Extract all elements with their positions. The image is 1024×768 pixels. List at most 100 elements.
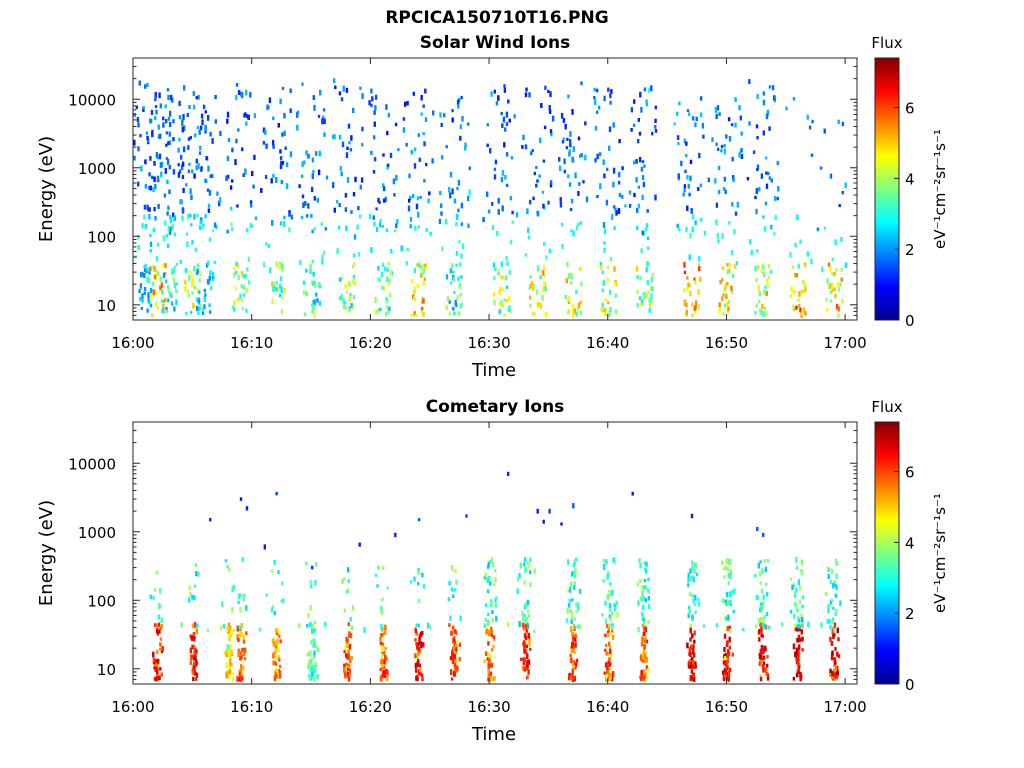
flux-cell [500, 261, 503, 267]
flux-cell [298, 623, 301, 628]
flux-cell [507, 99, 510, 104]
flux-cell [189, 647, 192, 654]
flux-cell [614, 293, 617, 298]
flux-cell [197, 163, 200, 169]
flux-cell [567, 273, 571, 279]
flux-cell [677, 176, 681, 181]
flux-cell [833, 580, 837, 585]
flux-cell [789, 577, 793, 581]
flux-cell [247, 256, 251, 262]
flux-cell [633, 99, 636, 104]
flux-cell [697, 263, 701, 269]
flux-cell [370, 88, 373, 94]
flux-cell [345, 662, 348, 666]
flux-cell [356, 224, 359, 230]
flux-cell [168, 230, 172, 235]
flux-cell [647, 577, 650, 582]
flux-cell [506, 261, 509, 266]
flux-cell [615, 309, 618, 315]
flux-cell [388, 306, 391, 311]
flux-cell [417, 225, 420, 229]
flux-cell [280, 285, 283, 289]
flux-cell [724, 565, 727, 570]
flux-cell [358, 542, 361, 547]
flux-cell [716, 232, 719, 239]
flux-cell [764, 156, 768, 160]
flux-cell [495, 596, 498, 600]
flux-cell [181, 121, 184, 127]
flux-cell [819, 166, 823, 170]
flux-cell [724, 189, 727, 195]
flux-cell [722, 312, 725, 316]
flux-cell [615, 209, 618, 216]
flux-cell [829, 668, 832, 673]
flux-cell [352, 192, 356, 197]
flux-cell [640, 248, 643, 254]
flux-cell [233, 266, 236, 271]
flux-cell [609, 646, 612, 652]
flux-cell [692, 664, 695, 670]
flux-cell [508, 118, 511, 123]
flux-cell [160, 282, 164, 289]
flux-cell [454, 569, 457, 573]
flux-cell [544, 287, 547, 292]
flux-cell [689, 637, 692, 642]
flux-cell [484, 651, 488, 656]
colorbar-tick-label: 2 [905, 605, 915, 623]
flux-cell [727, 671, 731, 677]
flux-cell [697, 187, 700, 191]
flux-cell [763, 226, 767, 232]
flux-cell [452, 629, 455, 634]
flux-cell [272, 116, 275, 120]
colorbar-tick-label: 4 [905, 534, 915, 552]
flux-cell [613, 226, 616, 231]
flux-cell [644, 568, 648, 574]
flux-cell [156, 675, 159, 682]
flux-cell [422, 132, 425, 136]
flux-cell [225, 671, 228, 675]
flux-cell [702, 624, 706, 628]
flux-cell [717, 190, 721, 195]
flux-cell [645, 293, 649, 299]
flux-cell [387, 163, 390, 167]
flux-cell [791, 584, 794, 591]
flux-cell [347, 123, 351, 129]
flux-cell [640, 596, 643, 602]
flux-cell [374, 310, 378, 315]
flux-cell [830, 641, 833, 646]
flux-cell [571, 615, 574, 620]
flux-cell [697, 598, 700, 601]
flux-cell [148, 172, 151, 177]
flux-cell [731, 156, 734, 162]
flux-cell [688, 284, 691, 288]
flux-cell [234, 286, 237, 291]
flux-cell [614, 207, 617, 211]
flux-cell [487, 652, 491, 658]
flux-cell [226, 118, 229, 124]
flux-cell [343, 301, 347, 305]
flux-cell [645, 658, 648, 663]
flux-cell [723, 148, 727, 155]
flux-cell [732, 609, 735, 614]
flux-cell [518, 573, 521, 579]
flux-cell [242, 634, 245, 641]
flux-cell [377, 266, 380, 271]
flux-cell [311, 157, 315, 163]
flux-cell [492, 583, 495, 587]
flux-cell [487, 209, 491, 214]
flux-cell [386, 267, 389, 273]
flux-cell [388, 292, 392, 298]
flux-cell [839, 600, 842, 606]
flux-cell [188, 162, 191, 166]
flux-cell [394, 532, 397, 538]
flux-cell [139, 283, 143, 289]
x-tick-label: 16:10 [230, 334, 273, 352]
flux-cell [789, 294, 792, 298]
flux-cell [173, 306, 176, 312]
flux-cell [527, 227, 530, 234]
flux-cell [340, 294, 343, 299]
flux-cell [350, 302, 353, 308]
flux-cell [834, 611, 837, 616]
flux-cell [827, 262, 831, 267]
flux-cell [829, 636, 832, 642]
